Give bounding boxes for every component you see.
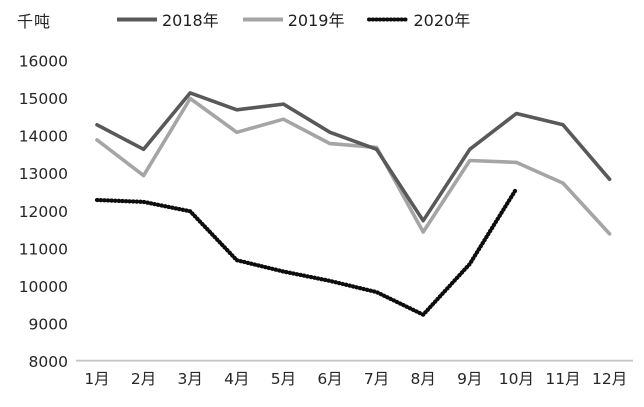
x-tick-label: 7月 <box>364 370 389 388</box>
legend-label-2019: 2019年 <box>287 11 345 30</box>
legend-line-2020-icon <box>367 17 410 21</box>
y-tick-label: 11000 <box>19 240 68 258</box>
y-tick-label: 16000 <box>19 52 68 70</box>
y-tick-label: 13000 <box>19 165 68 183</box>
legend-item-2018: 2018年 <box>116 7 219 31</box>
legend: 2018年 2019年 2020年 <box>116 8 470 30</box>
legend-line-2018-icon <box>117 17 157 21</box>
x-tick-label: 3月 <box>178 370 203 388</box>
y-tick-label: 15000 <box>19 90 68 108</box>
legend-label-2018: 2018年 <box>162 11 219 30</box>
y-axis-title: 千吨 <box>17 12 52 31</box>
x-tick-label: 8月 <box>411 370 436 388</box>
x-tick-label: 10月 <box>499 370 534 388</box>
x-tick-label: 2月 <box>131 370 156 388</box>
series-line-2020年 <box>94 186 519 317</box>
y-tick-label: 12000 <box>19 203 68 221</box>
y-tick-label: 14000 <box>19 128 68 146</box>
y-tick-label: 10000 <box>19 278 68 296</box>
legend-item-2020: 2020年 <box>367 7 470 31</box>
x-tick-label: 5月 <box>271 370 296 388</box>
x-tick-label: 11月 <box>545 370 580 388</box>
legend-line-2019-icon <box>242 17 283 21</box>
legend-label-2020: 2020年 <box>413 11 471 30</box>
x-tick-label: 4月 <box>224 370 249 388</box>
series-line-2019年 <box>95 96 612 236</box>
x-tick-label: 1月 <box>84 370 109 388</box>
x-tick-label: 9月 <box>457 370 482 388</box>
x-tick-label: 6月 <box>317 370 342 388</box>
legend-item-2019: 2019年 <box>242 7 345 31</box>
series-line-2018年 <box>95 91 612 223</box>
x-tick-label: 12月 <box>592 370 627 388</box>
y-tick-label: 8000 <box>29 353 68 371</box>
y-tick-label: 9000 <box>29 316 68 334</box>
